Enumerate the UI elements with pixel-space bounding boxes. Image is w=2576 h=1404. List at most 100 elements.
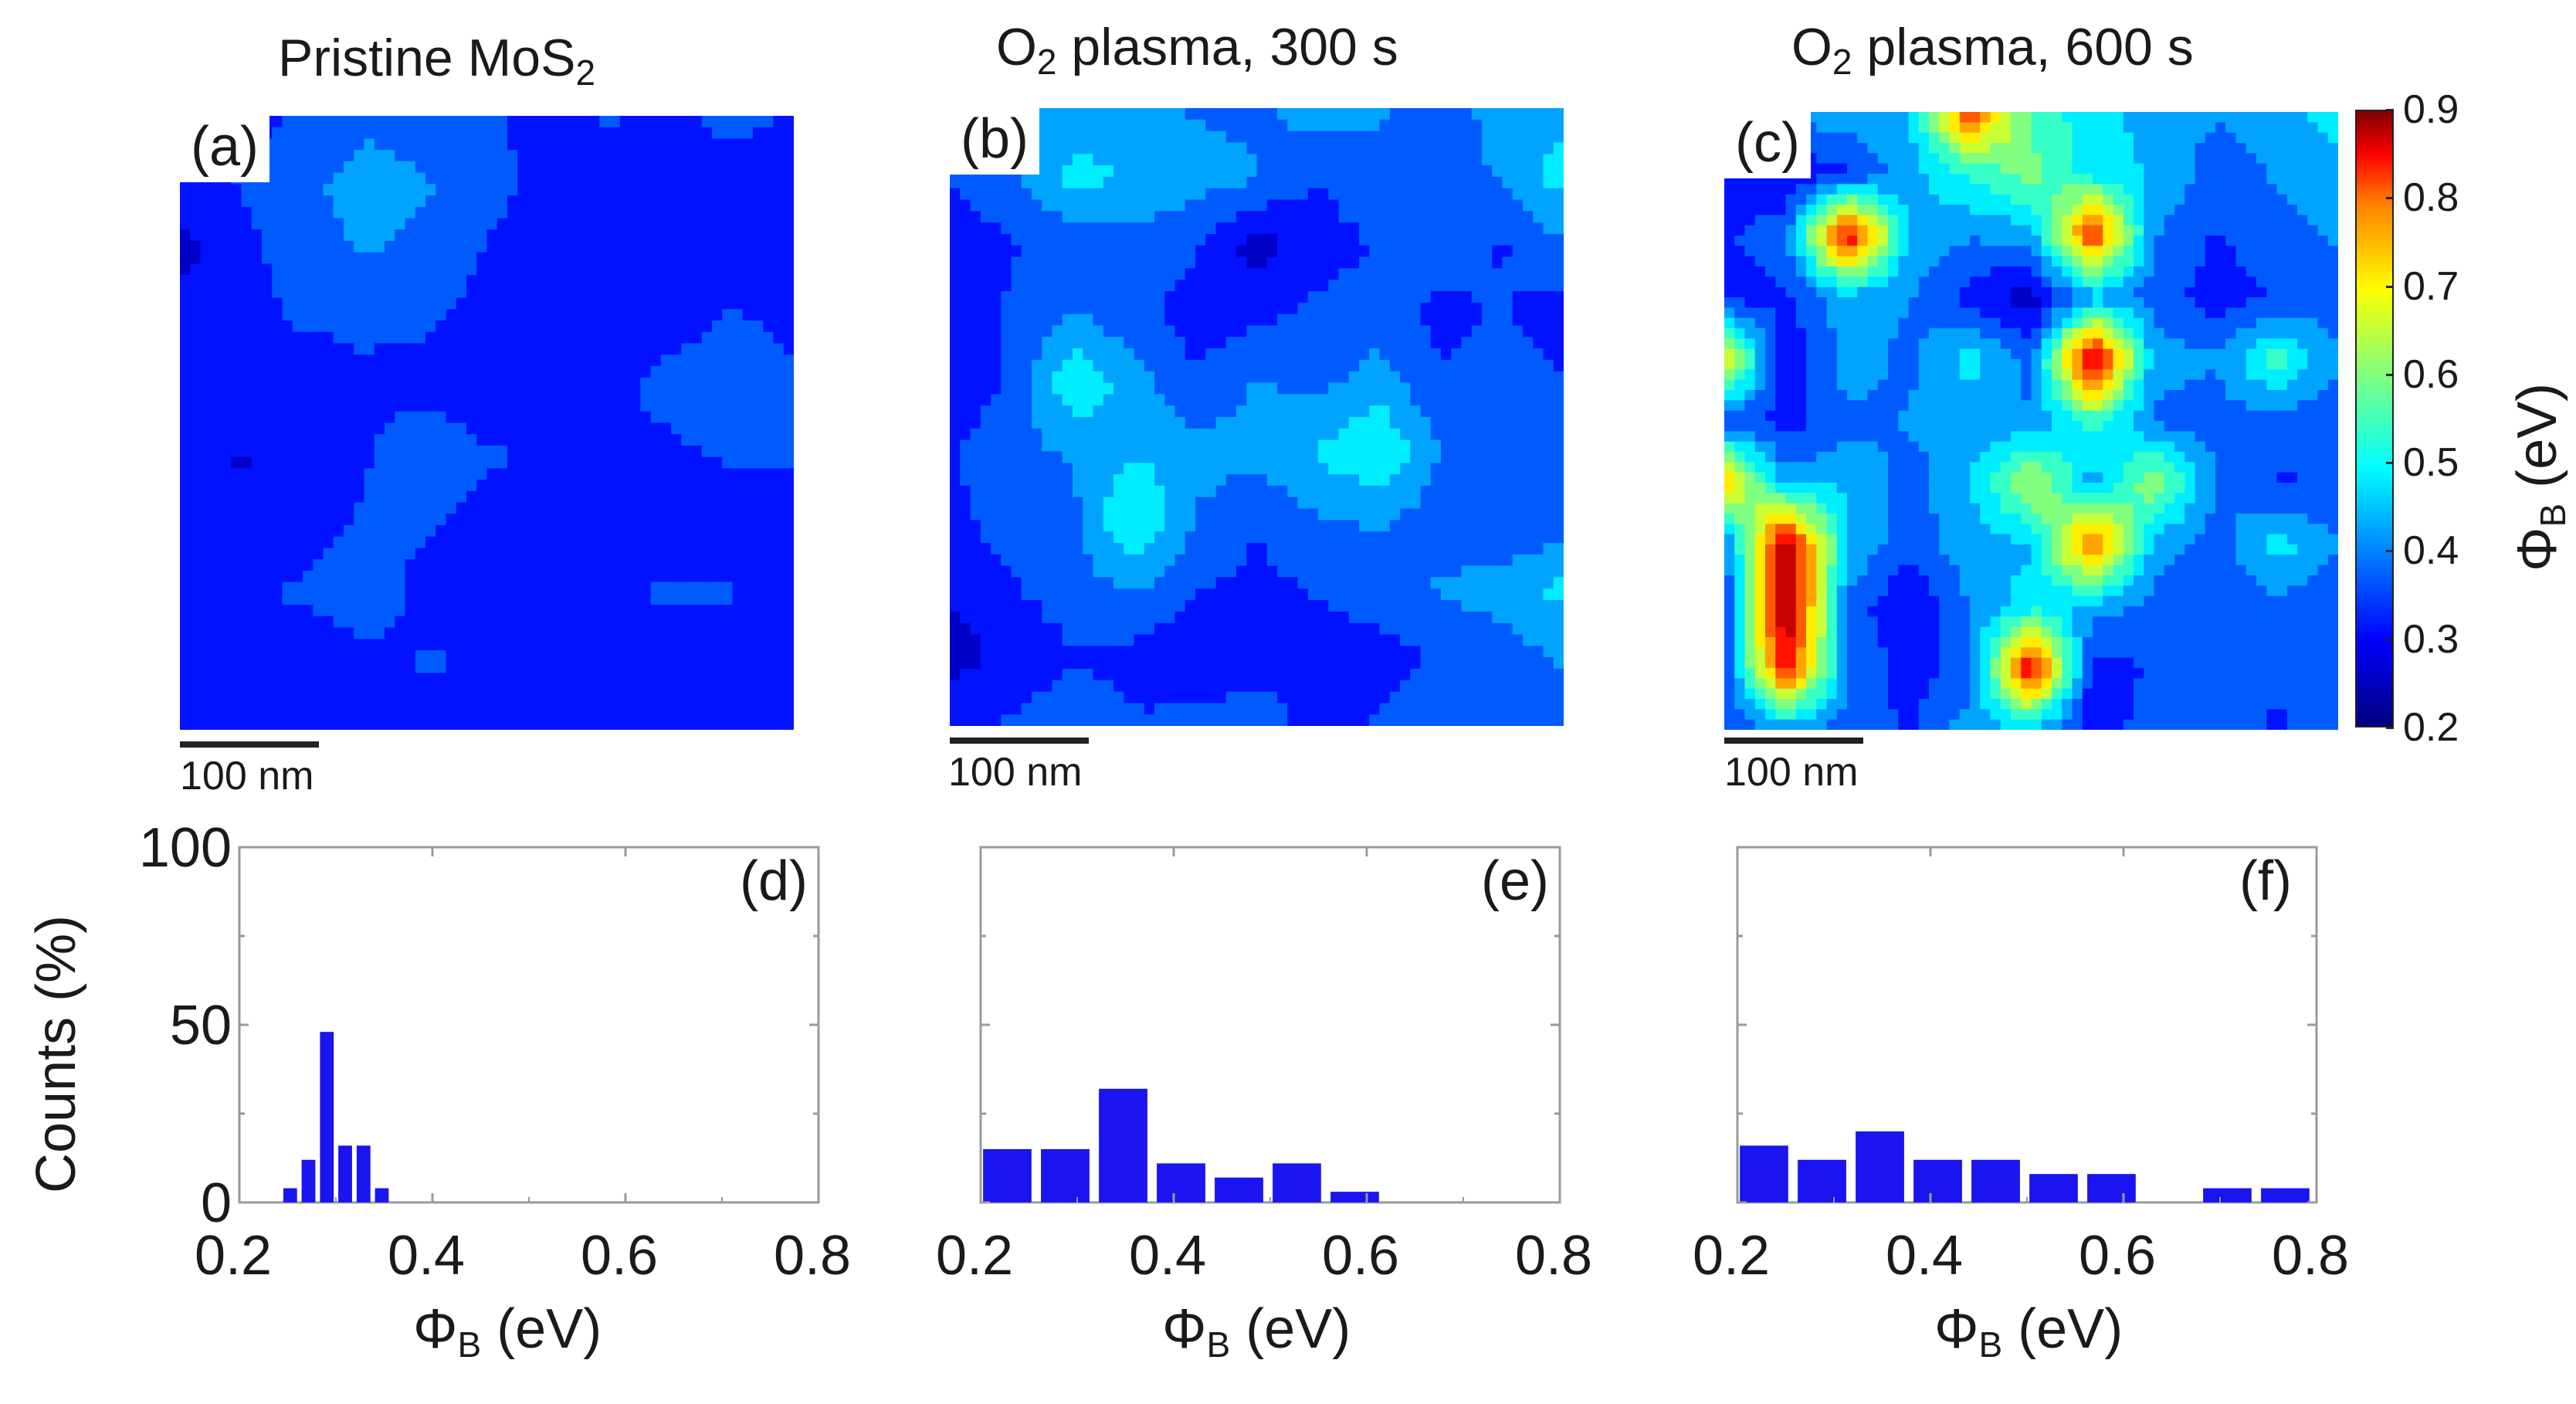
heatmap-cell bbox=[1348, 165, 1360, 178]
heatmap-cell bbox=[1266, 119, 1278, 132]
heatmap-cell bbox=[558, 365, 570, 378]
heatmap-cell bbox=[405, 263, 416, 276]
heatmap-cell bbox=[1195, 256, 1206, 269]
heatmap-cell bbox=[1533, 382, 1544, 395]
heatmap-cell bbox=[722, 627, 734, 639]
heatmap-cell bbox=[650, 445, 662, 458]
heatmap-cell bbox=[1297, 291, 1309, 304]
heatmap-cell bbox=[180, 365, 191, 378]
heatmap-cell bbox=[1297, 268, 1309, 280]
heatmap-cell bbox=[210, 354, 222, 367]
heatmap-cell bbox=[313, 161, 324, 174]
heatmap-cell bbox=[180, 354, 191, 367]
heatmap-cell bbox=[415, 172, 426, 185]
heatmap-cell bbox=[415, 184, 426, 196]
heatmap-cell bbox=[190, 514, 202, 526]
heatmap-cell bbox=[374, 388, 385, 401]
heatmap-cell bbox=[1553, 359, 1564, 372]
heatmap-cell bbox=[436, 365, 447, 378]
heatmap-cell bbox=[1124, 325, 1135, 337]
heatmap-cell bbox=[753, 480, 764, 492]
heatmap-cell bbox=[1062, 359, 1073, 372]
heatmap-cell bbox=[1297, 165, 1309, 178]
heatmap-cell bbox=[1553, 108, 1564, 120]
heatmap-cell bbox=[578, 582, 590, 594]
heatmap-cell bbox=[742, 150, 754, 162]
heatmap-cell bbox=[415, 502, 426, 514]
heatmap-cell bbox=[507, 218, 518, 230]
heatmap-cell bbox=[783, 661, 794, 673]
heatmap-cell bbox=[773, 388, 785, 401]
heatmap-cell bbox=[1266, 176, 1278, 189]
heatmap-cell bbox=[272, 490, 283, 504]
heatmap-cell bbox=[691, 411, 703, 424]
heatmap-cell bbox=[262, 343, 273, 355]
heatmap-cell bbox=[231, 536, 242, 549]
heatmap-cell bbox=[1011, 359, 1022, 372]
heatmap-cell bbox=[1144, 142, 1155, 154]
heatmap-cell bbox=[446, 150, 457, 162]
heatmap-cell bbox=[333, 184, 344, 196]
heatmap-cell bbox=[364, 548, 375, 560]
heatmap-cell bbox=[763, 525, 774, 538]
heatmap-cell bbox=[486, 490, 498, 504]
heatmap-cell bbox=[1093, 325, 1104, 337]
heatmap-cell bbox=[1369, 256, 1381, 269]
heatmap-cell bbox=[251, 206, 263, 219]
heatmap-cell bbox=[466, 422, 477, 435]
heatmap-cell bbox=[344, 320, 354, 333]
heatmap-cell bbox=[1523, 405, 1534, 418]
heatmap-cell bbox=[1543, 165, 1554, 178]
heatmap-cell bbox=[1256, 199, 1268, 212]
heatmap-cell bbox=[1502, 348, 1513, 361]
heatmap-cell bbox=[619, 411, 631, 424]
heatmap-cell bbox=[1225, 222, 1237, 235]
heatmap-cell bbox=[497, 514, 508, 526]
heatmap-cell bbox=[333, 343, 344, 355]
heatmap-cell bbox=[344, 582, 354, 594]
heatmap-cell bbox=[1195, 394, 1206, 406]
heatmap-cell bbox=[640, 422, 652, 435]
heatmap-cell bbox=[630, 707, 641, 719]
heatmap-cell bbox=[425, 434, 436, 446]
heatmap-cell bbox=[609, 718, 621, 730]
heatmap-cell bbox=[251, 218, 263, 230]
heatmap-cell bbox=[344, 388, 354, 401]
heatmap-cell bbox=[282, 627, 293, 639]
heatmap-cell bbox=[1451, 394, 1463, 406]
heatmap-cell bbox=[1052, 280, 1063, 292]
heatmap-cell bbox=[333, 456, 344, 469]
heatmap-cell bbox=[323, 206, 334, 219]
heatmap-cell bbox=[354, 343, 365, 355]
heatmap-cell bbox=[1461, 382, 1473, 395]
heatmap-cell bbox=[1011, 176, 1022, 189]
heatmap-cell bbox=[333, 649, 344, 663]
heatmap-cell bbox=[1083, 314, 1094, 327]
heatmap-cell bbox=[1451, 233, 1463, 246]
heatmap-cell bbox=[1225, 417, 1237, 429]
heatmap-cell bbox=[405, 525, 416, 538]
heatmap-cell bbox=[1533, 165, 1544, 178]
heatmap-cell bbox=[517, 639, 529, 651]
heatmap-cell bbox=[1154, 382, 1165, 395]
heatmap-cell bbox=[1328, 188, 1340, 201]
heatmap-cell bbox=[1461, 337, 1473, 349]
heatmap-cell bbox=[650, 388, 662, 401]
heatmap-cell bbox=[200, 400, 212, 412]
heatmap-cell bbox=[303, 536, 314, 549]
heatmap-cell bbox=[1533, 405, 1544, 418]
heatmap-cell bbox=[1523, 280, 1534, 292]
heatmap-cell bbox=[1215, 405, 1227, 418]
heatmap-cell bbox=[599, 570, 611, 583]
heatmap-cell bbox=[190, 536, 202, 549]
heatmap-cell bbox=[517, 434, 529, 446]
heatmap-cell bbox=[742, 320, 754, 333]
heatmap-cell bbox=[497, 343, 508, 355]
heatmap-cell bbox=[272, 161, 283, 174]
heatmap-cell bbox=[446, 411, 457, 424]
heatmap-cell bbox=[210, 297, 222, 310]
heatmap-cell bbox=[599, 150, 611, 162]
heatmap-cell bbox=[701, 718, 713, 730]
heatmap-cell bbox=[1410, 233, 1422, 246]
heatmap-cell bbox=[446, 275, 457, 287]
